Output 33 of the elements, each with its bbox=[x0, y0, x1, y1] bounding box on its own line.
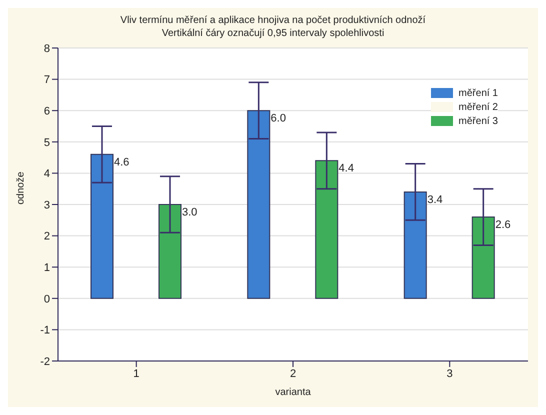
bar bbox=[472, 216, 495, 299]
x-axis-title: varianta bbox=[275, 387, 312, 398]
data-label: 4.4 bbox=[338, 162, 354, 175]
chart-title: Vliv termínu měření a aplikace hnojiva na počet produktivních odnoží bbox=[119, 14, 427, 27]
data-label: 2.6 bbox=[495, 219, 511, 232]
legend-label: měření 2 bbox=[458, 102, 498, 112]
y-tick-label: 2 bbox=[44, 230, 50, 243]
data-label: 3.0 bbox=[182, 206, 198, 218]
legend-label: měření 3 bbox=[458, 116, 498, 126]
chart-subtitle: Vertikální čáry označují 0,95 intervaly spolehlivosti bbox=[160, 27, 386, 40]
bar bbox=[158, 204, 182, 299]
y-tick-label: 8 bbox=[44, 42, 50, 55]
data-label: 3.4 bbox=[427, 194, 443, 206]
bar bbox=[90, 154, 114, 299]
legend-label: měření 1 bbox=[458, 88, 498, 98]
data-label: 6.0 bbox=[270, 112, 286, 125]
bar bbox=[315, 160, 338, 299]
y-tick-label: 0 bbox=[44, 293, 50, 306]
y-tick-label: 6 bbox=[44, 106, 50, 118]
bar bbox=[247, 110, 270, 299]
y-tick-label: 1 bbox=[44, 262, 50, 274]
y-tick-label: 3 bbox=[44, 199, 50, 212]
y-tick-label: -2 bbox=[40, 356, 50, 368]
x-tick-label: 3 bbox=[446, 368, 453, 380]
y-axis-title: odnože bbox=[16, 171, 27, 204]
y-tick-label: 4 bbox=[44, 168, 50, 180]
x-tick-label: 2 bbox=[290, 368, 296, 380]
y-tick-label: 7 bbox=[44, 74, 50, 86]
x-tick-label: 1 bbox=[133, 368, 140, 380]
y-tick-label: 5 bbox=[44, 136, 50, 149]
data-label: 4.6 bbox=[114, 156, 130, 168]
y-tick-label: -1 bbox=[40, 324, 50, 337]
bar bbox=[404, 191, 427, 299]
